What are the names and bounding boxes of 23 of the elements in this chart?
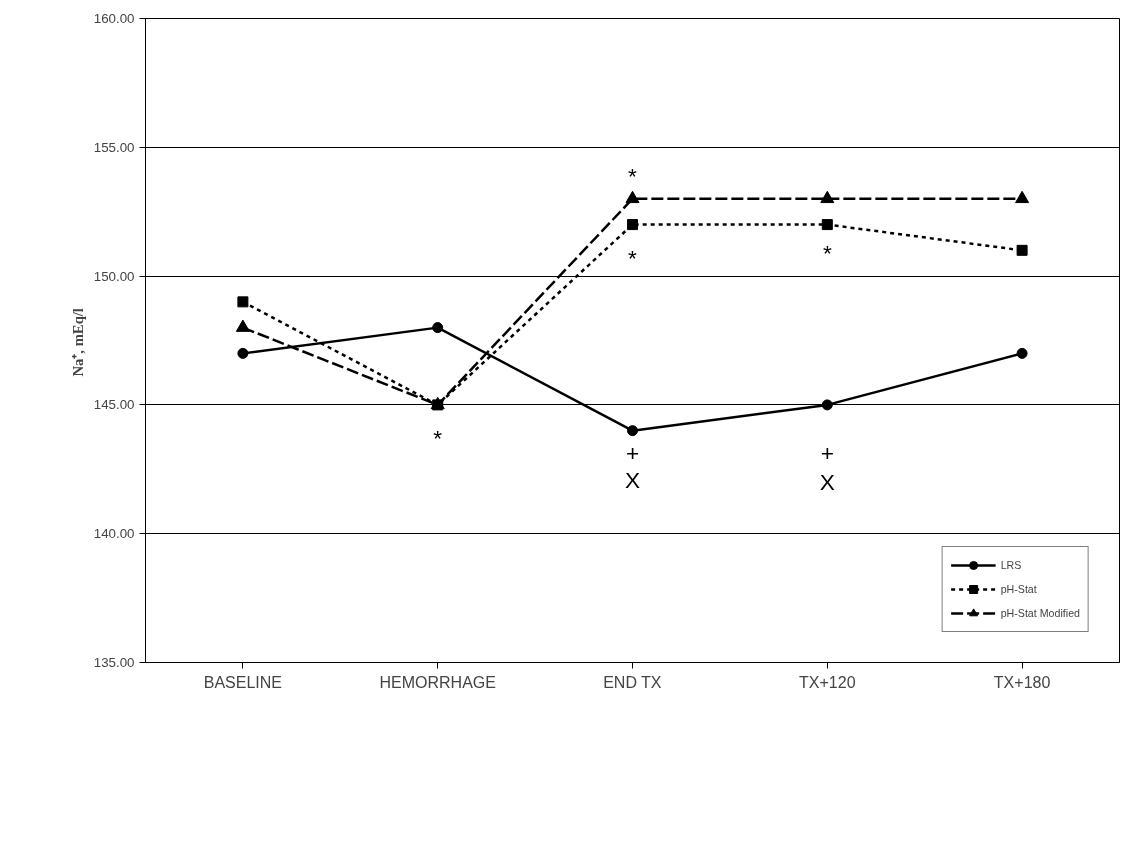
legend-label: pH-Stat Modified <box>1000 607 1080 619</box>
x-tick-label: END TX <box>603 673 662 691</box>
y-tick-label: 160.00 <box>93 11 135 26</box>
annotation: * <box>628 162 638 189</box>
annotation: * <box>628 244 638 271</box>
y-tick-label: 135.00 <box>93 655 135 670</box>
y-tick-label: 150.00 <box>93 268 135 284</box>
annotation: * <box>822 239 832 266</box>
x-tick-label: TX+180 <box>993 673 1051 691</box>
y-axis-title: Na⁺, mEq/l <box>69 308 86 377</box>
annotation: X <box>819 468 835 495</box>
y-tick-label: 145.00 <box>93 397 135 413</box>
annotation: * <box>433 424 443 451</box>
annotation: X <box>624 466 641 493</box>
y-tick-label: 140.00 <box>93 526 135 542</box>
y-tick-label: 155.00 <box>93 139 135 155</box>
legend-label: pH-Stat <box>1000 583 1037 595</box>
legend-label: LRS <box>1000 559 1022 571</box>
x-tick-label: HEMORRHAGE <box>379 673 496 691</box>
x-tick-label: TX+120 <box>799 673 856 691</box>
annotation: + <box>625 440 640 467</box>
x-tick-label: BASELINE <box>203 673 283 691</box>
annotation: + <box>820 440 834 467</box>
